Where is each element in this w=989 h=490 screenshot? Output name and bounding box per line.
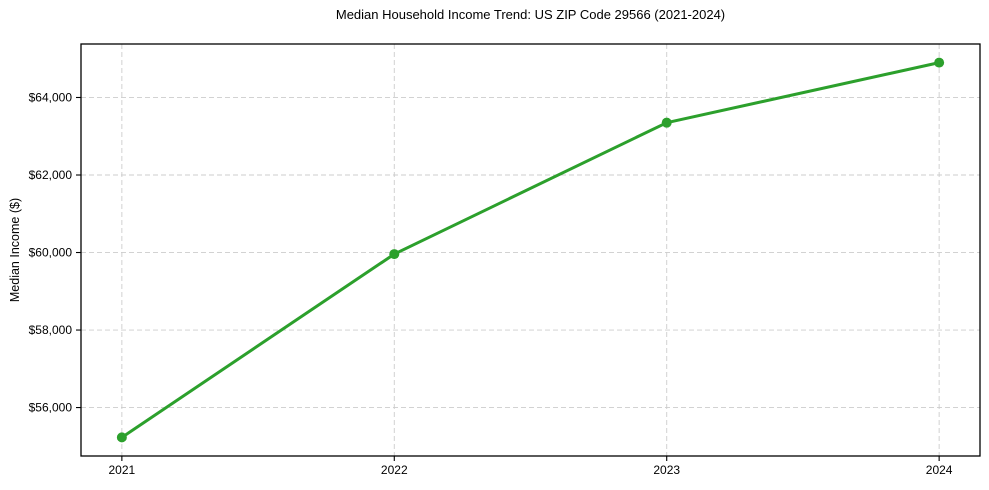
y-tick-label: $58,000: [29, 323, 73, 337]
y-tick-label: $56,000: [29, 401, 73, 415]
x-tick-label: 2021: [109, 463, 136, 477]
x-tick-label: 2023: [653, 463, 680, 477]
x-tick-label: 2022: [381, 463, 408, 477]
y-tick-label: $64,000: [29, 90, 73, 104]
chart-title: Median Household Income Trend: US ZIP Co…: [335, 7, 726, 22]
x-tick-label: 2024: [926, 463, 953, 477]
data-point-marker: [389, 249, 400, 260]
data-point-marker: [661, 117, 672, 128]
plot-border: [80, 43, 981, 457]
data-point-marker: [934, 57, 945, 68]
y-tick-label: $62,000: [29, 168, 73, 182]
trend-line: [120, 61, 941, 439]
data-point-marker: [116, 432, 127, 443]
y-tick-label: $60,000: [29, 246, 73, 260]
